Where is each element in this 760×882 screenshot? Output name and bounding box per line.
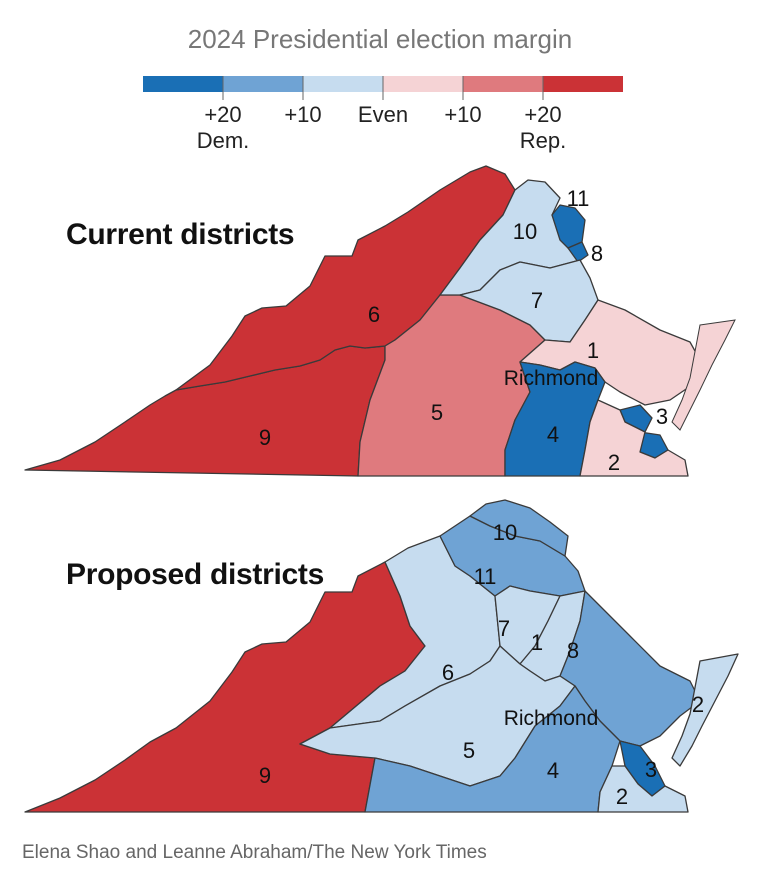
current-district-11 — [551, 204, 586, 249]
legend-swatch — [143, 76, 223, 92]
district-label: 10 — [493, 520, 517, 545]
district-label: 2 — [616, 784, 628, 809]
district-label: 5 — [431, 400, 443, 425]
district-label: 6 — [442, 660, 454, 685]
legend-swatch — [303, 76, 383, 92]
current-district-9 — [24, 345, 386, 477]
legend-swatch — [383, 76, 463, 92]
current-districts-heading: Current districts — [66, 218, 295, 251]
legend-tick-value: +20 — [524, 102, 562, 127]
legend-swatch — [223, 76, 303, 92]
city-label-richmond: Richmond — [504, 707, 599, 730]
legend-tick-label: +10 — [423, 102, 503, 128]
district-label: 2 — [608, 450, 620, 475]
legend-tick-party: Dem. — [196, 128, 250, 153]
legend-tick-label: +20 Dem. — [183, 102, 263, 154]
district-label: 7 — [531, 288, 543, 313]
legend-swatch — [463, 76, 543, 92]
legend-tick-value: +20 — [204, 102, 242, 127]
credit: Elena Shao and Leanne Abraham/The New Yo… — [22, 842, 487, 863]
district-label: 1 — [531, 630, 543, 655]
district-label: 11 — [474, 564, 497, 589]
legend-swatch — [543, 76, 623, 92]
district-label: 5 — [463, 738, 475, 763]
district-label: 9 — [259, 425, 271, 450]
district-label: 9 — [259, 763, 271, 788]
legend-tick-value: +10 — [444, 102, 482, 127]
district-label: 11 — [567, 186, 590, 211]
current-district-8 — [567, 241, 589, 263]
current-eastern-shore — [671, 319, 736, 431]
proposed-district-10 — [469, 499, 569, 557]
proposed-district-9 — [24, 561, 426, 813]
proposed-districts-heading: Proposed districts — [66, 558, 324, 591]
current-district-2 — [579, 399, 689, 477]
district-label: 4 — [547, 422, 559, 447]
legend-tick-value: +10 — [284, 102, 322, 127]
district-label: 2 — [692, 692, 704, 717]
legend-tick-label: +10 — [263, 102, 343, 128]
district-label: 3 — [645, 757, 657, 782]
district-label: 1 — [587, 338, 599, 363]
proposed-eastern-shore — [671, 653, 739, 767]
current-districts-map: 11 10 8 7 6 1 5 3 9 4 2 Richmond — [24, 165, 736, 477]
city-label-richmond: Richmond — [504, 367, 599, 390]
legend-bar — [143, 76, 623, 100]
proposed-district-2 — [597, 765, 689, 813]
current-district-7 — [459, 259, 599, 343]
district-label: 3 — [656, 404, 668, 429]
legend-tick-label: Even — [343, 102, 423, 128]
district-label: 8 — [591, 241, 603, 266]
district-label: 10 — [513, 219, 537, 244]
legend-tick-party: Rep. — [519, 128, 567, 153]
chart-title: 2024 Presidential election margin — [187, 24, 573, 54]
legend-tick-value: Even — [357, 102, 409, 127]
legend-tick-label: +20 Rep. — [503, 102, 583, 154]
proposed-districts-map: 10 11 71 8 6 2 5 3 9 4 2 Richmond — [24, 499, 739, 813]
district-label: 8 — [567, 638, 579, 663]
district-label: 6 — [368, 302, 380, 327]
district-label: 7 — [498, 616, 510, 641]
district-label: 4 — [547, 758, 559, 783]
